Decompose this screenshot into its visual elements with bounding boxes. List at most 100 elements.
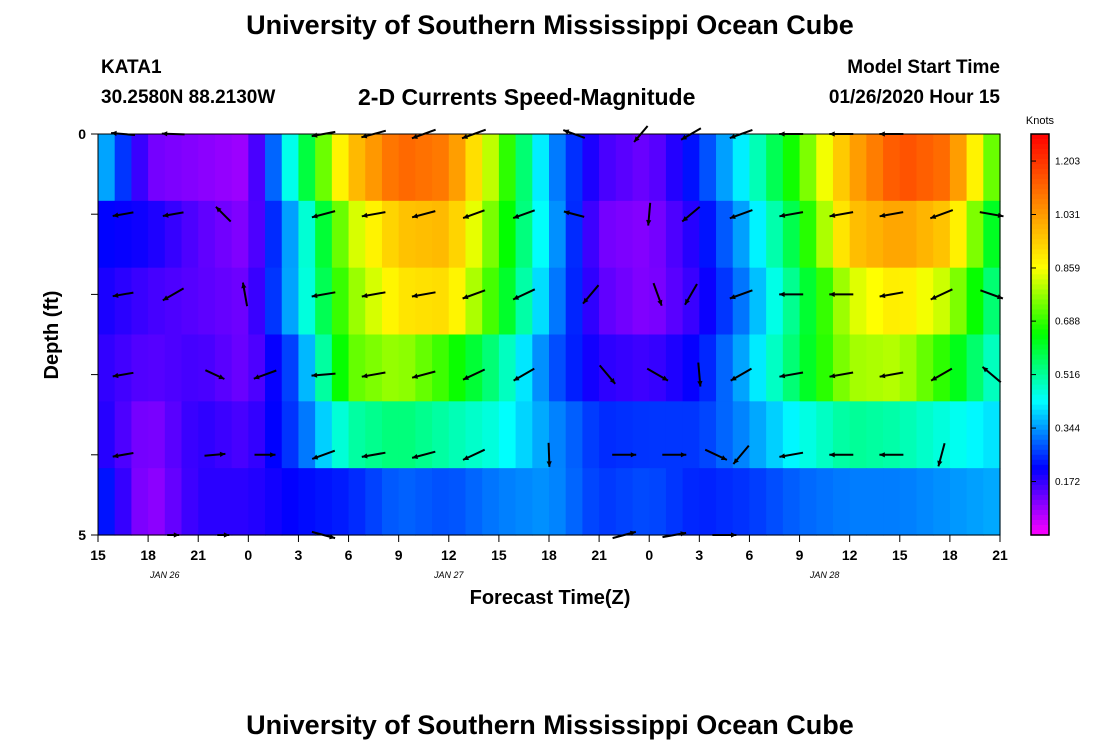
current-vector [930, 288, 953, 301]
heatmap-cell [148, 200, 166, 269]
heatmap-cell [365, 401, 383, 469]
colorbar-segment [1031, 244, 1049, 250]
heatmap-cell [131, 468, 149, 536]
heatmap-cell [799, 468, 817, 536]
heatmap-cell [816, 267, 834, 336]
colorbar-segment [1031, 309, 1049, 316]
heatmap-cell [565, 401, 583, 469]
heatmap-cell [933, 134, 951, 202]
vector-head [982, 366, 989, 373]
colorbar-segment [1031, 274, 1049, 280]
heatmap-cell [381, 401, 400, 469]
heatmap-cell [966, 334, 984, 402]
heatmap-cell [415, 200, 433, 269]
heatmap-cell [114, 401, 132, 469]
vector-head [646, 219, 652, 226]
heatmap-cell [114, 200, 132, 269]
heatmap-cell [682, 267, 700, 336]
colorbar-segment [1031, 304, 1049, 311]
colorbar-segment [1031, 374, 1049, 381]
heatmap-cell [148, 267, 166, 336]
heatmap-cell [849, 267, 867, 336]
heatmap-cell [448, 267, 467, 336]
heatmap-cell [699, 468, 717, 536]
heatmap-cell [582, 401, 600, 469]
heatmap-cell [766, 200, 784, 269]
current-vector [779, 211, 804, 218]
heatmap-cell [732, 134, 751, 202]
vector-head [215, 206, 222, 213]
heatmap-cell [348, 267, 366, 336]
current-vector [311, 210, 336, 219]
heatmap-cell [214, 334, 233, 402]
colorbar-segment [1031, 139, 1049, 145]
colorbar-segment [1031, 504, 1049, 511]
current-vector [704, 448, 728, 461]
heatmap-cell [465, 134, 483, 202]
x-axis: 15 18 21 0 3 6 9 12 15 18 21 0 3 6 9 12 15 18 21 JAN 26 JAN … [90, 535, 1008, 580]
heatmap-cell [699, 134, 717, 202]
heatmap-cell [448, 468, 467, 536]
heatmap-cell [231, 134, 249, 202]
vector-head [563, 129, 570, 135]
heatmap-cell [498, 468, 517, 536]
x-tick-label: 15 [892, 547, 908, 563]
heatmap-cell [716, 200, 734, 269]
colorbar-segment [1031, 254, 1049, 260]
colorbar-segment [1031, 204, 1049, 210]
heatmap-cell [732, 334, 751, 402]
colorbar-segment [1031, 344, 1049, 351]
heatmap-cell [549, 334, 567, 402]
heatmap-cell [248, 334, 266, 402]
heatmap-cell [148, 134, 166, 202]
current-vector [215, 206, 232, 223]
heatmap-cell [749, 401, 767, 469]
heatmap-cell [281, 134, 300, 202]
heatmap-cell [214, 134, 233, 202]
heatmap-cell [883, 200, 901, 269]
vector-head [361, 453, 368, 459]
heatmap-cell [198, 334, 216, 402]
vector-head [779, 453, 786, 459]
heatmap-cell [248, 267, 266, 336]
colorbar-segment [1031, 434, 1049, 441]
heatmap-cell [415, 468, 433, 536]
heatmap-cell [582, 468, 600, 536]
heatmap-cell [532, 334, 550, 402]
vector-head [311, 372, 318, 378]
heatmap-cell [114, 334, 132, 402]
heatmap-cell [816, 200, 834, 269]
vector-head [937, 460, 943, 467]
current-vector [411, 370, 436, 379]
vector-head [361, 293, 368, 299]
x-tick-label: 18 [942, 547, 958, 563]
heatmap-cell [298, 401, 316, 469]
heatmap-cell [866, 200, 884, 269]
vector-head [253, 374, 260, 380]
colorbar-segment [1031, 514, 1049, 521]
current-vector [512, 209, 536, 220]
x-tick-label: 18 [541, 547, 557, 563]
heatmap-cell [315, 267, 333, 336]
current-vector [462, 448, 486, 461]
heatmap-cell [749, 267, 767, 336]
colorbar-segment [1031, 209, 1049, 215]
current-vector [779, 451, 804, 459]
current-vector [162, 211, 184, 218]
heatmap-cell [432, 134, 450, 202]
colorbar-tick-label: 1.031 [1055, 210, 1080, 221]
plot-title: 2-D Currents Speed-Magnitude [358, 84, 696, 110]
heatmap-cell [799, 334, 817, 402]
current-vector [730, 367, 752, 382]
current-vector [462, 368, 486, 381]
heatmap-cell [365, 200, 383, 269]
current-vector [929, 209, 954, 220]
vector-head [162, 212, 169, 218]
heatmap-cell [883, 334, 901, 402]
colorbar-segment [1031, 214, 1049, 220]
heatmap-cell [164, 334, 183, 402]
current-vector [729, 289, 753, 300]
heatmap-cell [549, 200, 567, 269]
heatmap-cell [549, 401, 567, 469]
colorbar-segment [1031, 329, 1049, 336]
